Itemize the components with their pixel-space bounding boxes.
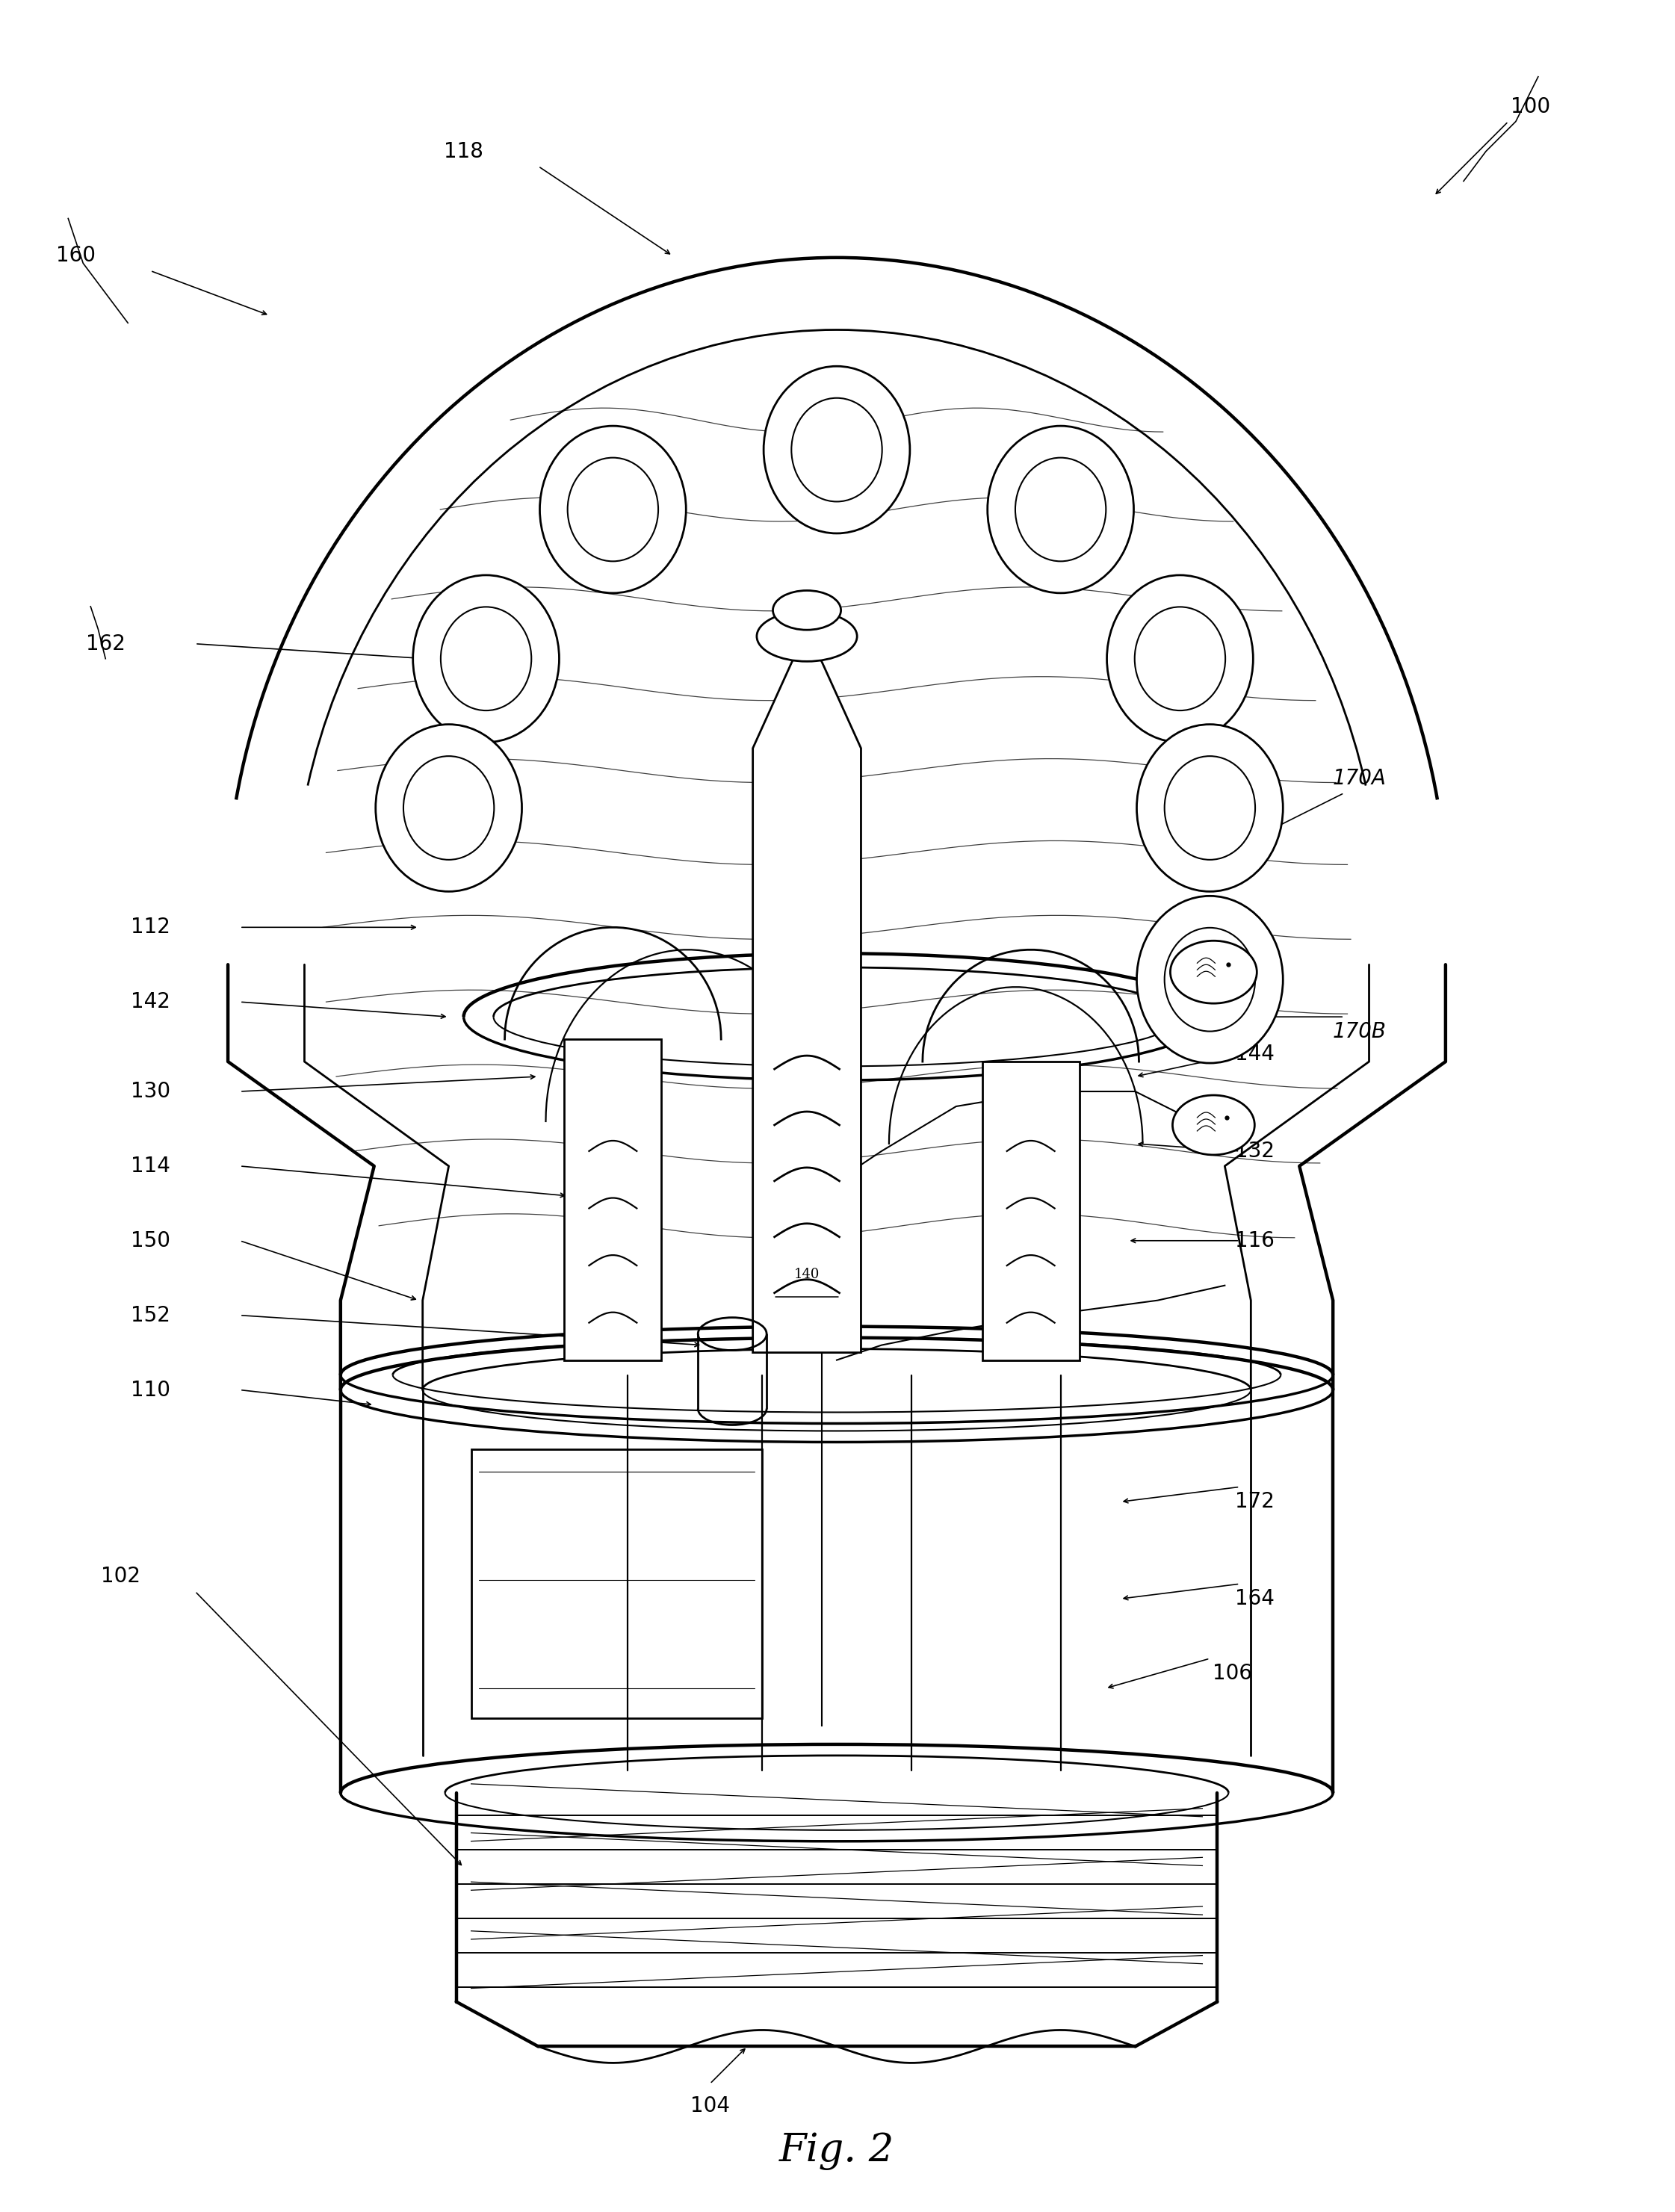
Ellipse shape <box>1137 723 1283 891</box>
Text: 164: 164 <box>1234 1588 1275 1610</box>
Text: 170A: 170A <box>1332 768 1385 787</box>
Ellipse shape <box>757 611 858 661</box>
Text: 150: 150 <box>131 1230 171 1252</box>
Ellipse shape <box>414 575 559 743</box>
Text: 140: 140 <box>794 1267 819 1281</box>
Text: 110: 110 <box>131 1380 171 1400</box>
Ellipse shape <box>568 458 658 562</box>
Text: 116: 116 <box>1234 1230 1275 1252</box>
Text: 130: 130 <box>131 1082 171 1102</box>
Ellipse shape <box>1172 1095 1255 1155</box>
Ellipse shape <box>1134 606 1226 710</box>
Text: 104: 104 <box>690 2095 730 2117</box>
Text: 160: 160 <box>55 246 95 265</box>
Ellipse shape <box>1171 940 1256 1004</box>
Text: 170B: 170B <box>1332 1022 1385 1042</box>
Ellipse shape <box>404 757 494 860</box>
Text: 144: 144 <box>1234 1044 1275 1064</box>
Ellipse shape <box>1137 896 1283 1064</box>
Text: 142: 142 <box>131 991 171 1013</box>
Ellipse shape <box>988 427 1134 593</box>
Ellipse shape <box>772 591 841 630</box>
Ellipse shape <box>1164 927 1255 1031</box>
Ellipse shape <box>791 398 883 502</box>
Polygon shape <box>752 628 861 1352</box>
Ellipse shape <box>1164 757 1255 860</box>
Ellipse shape <box>1015 458 1106 562</box>
Ellipse shape <box>539 427 687 593</box>
Ellipse shape <box>1107 575 1253 743</box>
Text: 132: 132 <box>1234 1141 1275 1161</box>
Text: 162: 162 <box>85 633 126 655</box>
Text: 100: 100 <box>1511 95 1551 117</box>
Polygon shape <box>982 1062 1079 1360</box>
Ellipse shape <box>441 606 531 710</box>
Text: 118: 118 <box>444 142 484 161</box>
Text: 114: 114 <box>131 1155 171 1177</box>
Text: 172: 172 <box>1234 1491 1275 1513</box>
Polygon shape <box>564 1040 662 1360</box>
Text: 106: 106 <box>1213 1663 1251 1683</box>
Text: 102: 102 <box>100 1566 141 1586</box>
Text: 152: 152 <box>131 1305 171 1325</box>
Text: 112: 112 <box>131 916 171 938</box>
Ellipse shape <box>764 367 910 533</box>
Ellipse shape <box>375 723 523 891</box>
Text: 140: 140 <box>765 1267 804 1287</box>
Text: Fig. 2: Fig. 2 <box>779 2132 894 2170</box>
